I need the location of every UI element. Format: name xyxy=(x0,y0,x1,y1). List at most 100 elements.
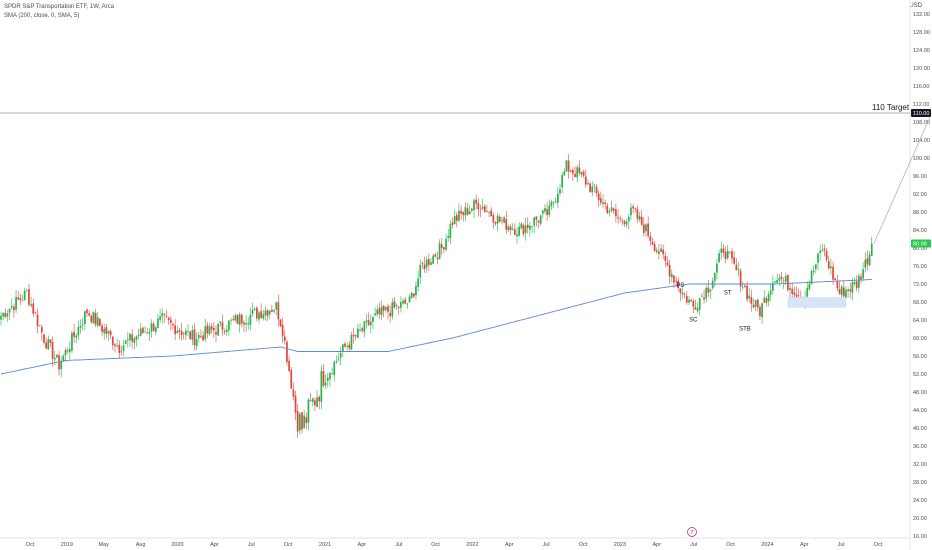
candle-body xyxy=(111,336,114,346)
candle-body xyxy=(619,218,622,220)
y-tick-label: 40.00 xyxy=(913,426,927,432)
candle-body xyxy=(716,263,718,273)
candle-body xyxy=(253,309,256,310)
candle-body xyxy=(492,215,495,223)
candle-body xyxy=(825,250,828,260)
candle-body xyxy=(498,216,501,222)
candle-body xyxy=(296,411,299,432)
candle-body xyxy=(464,207,467,216)
candle-body xyxy=(688,299,690,303)
candle-body xyxy=(561,175,563,188)
candle-body xyxy=(817,253,819,263)
candle-body xyxy=(782,280,785,282)
candle-body xyxy=(630,207,632,216)
y-tick-label: 132.00 xyxy=(913,12,930,18)
candle-body xyxy=(200,336,202,337)
candle-body xyxy=(460,210,462,214)
x-tick-label: Apr xyxy=(653,542,662,548)
candle-body xyxy=(731,251,733,259)
candle-body xyxy=(189,331,192,339)
candle-body xyxy=(795,294,798,297)
candle-body xyxy=(307,399,310,423)
candle-body xyxy=(314,400,316,406)
candle-body xyxy=(165,316,168,318)
candle-body xyxy=(385,307,387,310)
candle-body xyxy=(797,295,800,297)
candle-body xyxy=(58,355,60,370)
candle-body xyxy=(664,255,667,261)
candle-body xyxy=(185,330,187,336)
candle-body xyxy=(73,331,75,337)
candle-body xyxy=(746,285,748,300)
candle-body xyxy=(228,320,230,331)
candle-body xyxy=(858,275,860,288)
candle-body xyxy=(195,339,198,347)
candle-body xyxy=(94,312,97,325)
candle-body xyxy=(845,289,847,298)
candle-body xyxy=(47,339,50,350)
candle-body xyxy=(30,304,32,306)
candle-body xyxy=(120,351,123,353)
candle-body xyxy=(21,299,24,301)
candle-body xyxy=(679,288,682,293)
candle-body xyxy=(453,216,456,225)
candle-body xyxy=(756,299,759,308)
candle-body xyxy=(230,319,232,321)
y-tick-label: 68.00 xyxy=(913,300,927,306)
x-tick-label: Oct xyxy=(431,542,440,548)
candle-body xyxy=(698,298,701,310)
candle-body xyxy=(496,215,499,224)
candle-body xyxy=(77,326,80,336)
annotation-st: ST xyxy=(724,290,732,296)
candle-body xyxy=(541,210,544,214)
candle-body xyxy=(15,296,17,310)
candle-body xyxy=(357,328,359,338)
candle-body xyxy=(729,252,731,254)
candle-body xyxy=(275,302,278,310)
last-price-badge xyxy=(911,239,931,248)
candle-body xyxy=(475,199,477,204)
candle-body xyxy=(686,295,688,303)
candle-body xyxy=(533,217,536,226)
candle-body xyxy=(305,417,308,424)
candle-body xyxy=(324,382,327,386)
candle-body xyxy=(17,297,20,300)
candle-body xyxy=(514,229,516,235)
candle-body xyxy=(703,297,705,300)
candle-body xyxy=(217,323,219,336)
y-tick-label: 64.00 xyxy=(913,318,927,324)
x-tick-label: Oct xyxy=(26,542,35,548)
candle-body xyxy=(511,228,514,230)
candle-body xyxy=(387,306,389,312)
y-tick-label: 96.00 xyxy=(913,174,927,180)
candle-body xyxy=(157,318,159,329)
candle-body xyxy=(251,309,254,315)
candle-body xyxy=(339,352,342,358)
candle-body xyxy=(107,331,110,334)
candle-body xyxy=(152,323,155,331)
candle-body xyxy=(62,355,65,361)
candle-body xyxy=(593,185,596,187)
candle-body xyxy=(271,309,273,312)
candle-body xyxy=(765,298,768,303)
candle-body xyxy=(245,323,247,325)
candle-body xyxy=(851,282,854,293)
candle-body xyxy=(19,298,22,300)
candle-body xyxy=(397,306,400,309)
candle-body xyxy=(247,323,250,325)
candle-body xyxy=(256,307,258,319)
candle-body xyxy=(137,335,140,336)
candle-body xyxy=(402,300,404,304)
y-tick-label: 108.00 xyxy=(913,120,930,126)
candle-body xyxy=(479,208,482,210)
candle-body xyxy=(748,295,751,299)
candle-body xyxy=(574,173,576,178)
candle-body xyxy=(597,193,600,200)
candle-body xyxy=(552,202,555,203)
candle-body xyxy=(713,272,716,282)
candle-body xyxy=(602,202,604,204)
candle-body xyxy=(320,370,323,402)
chart-legend: SPDR S&P Transportation ETF, 1W, Arca SM… xyxy=(4,3,114,21)
candle-body xyxy=(557,193,559,203)
